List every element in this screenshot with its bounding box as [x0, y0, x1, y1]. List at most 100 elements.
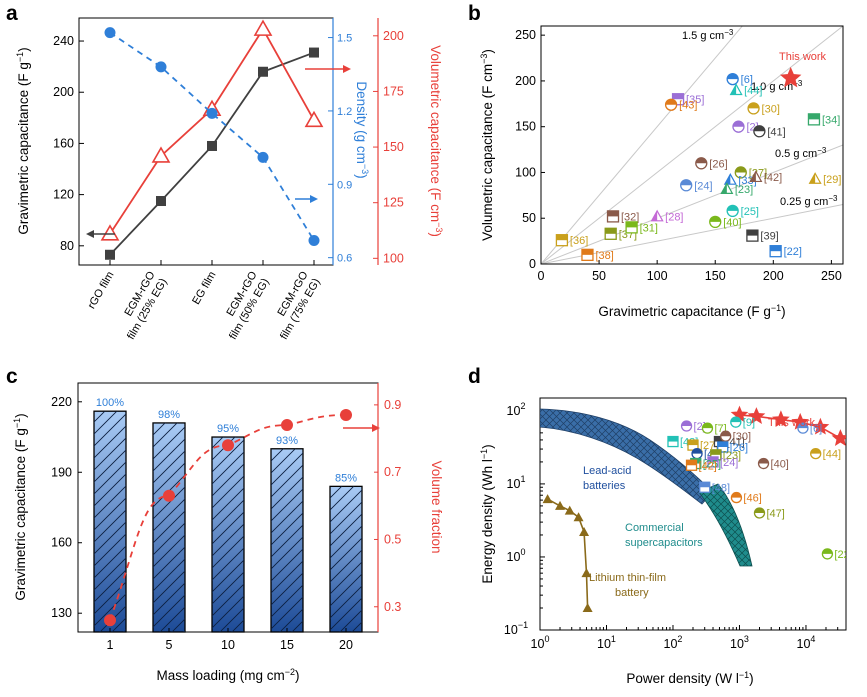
tick-exp: 1 — [520, 474, 525, 484]
data-point — [821, 548, 834, 560]
tick-base: 10 — [504, 623, 518, 637]
data-point — [726, 204, 739, 218]
data-point-fill — [731, 492, 742, 498]
point-label: [28] — [665, 211, 683, 223]
point-label: [26] — [709, 158, 727, 170]
data-point-fill — [665, 99, 677, 105]
bar-hatch — [330, 486, 362, 632]
data-point — [717, 441, 729, 453]
point-label: [22] — [834, 549, 852, 561]
tick-label: 100 — [383, 251, 404, 265]
data-point — [691, 447, 703, 460]
volume-fraction-series — [104, 408, 352, 627]
data-point — [555, 234, 569, 247]
category-label: rGO film — [86, 270, 117, 311]
data-point — [604, 227, 617, 240]
panel-letter-b: b — [468, 2, 481, 25]
data-point — [308, 235, 320, 247]
data-point-fill — [708, 456, 719, 462]
tick-exp: 4 — [810, 634, 815, 644]
data-point-fill — [822, 548, 833, 554]
plot-frame-a — [78, 17, 334, 266]
data-point-fill — [709, 216, 721, 222]
data-point — [340, 408, 352, 421]
data-point-fill — [810, 448, 821, 454]
tick-label: 1 — [107, 638, 114, 652]
data-point — [753, 507, 766, 519]
data-point — [104, 614, 116, 627]
data-point — [581, 568, 592, 578]
category-label: EG film — [190, 270, 218, 307]
data-point — [701, 422, 714, 434]
data-point-fill — [746, 230, 758, 236]
data-point — [707, 456, 719, 468]
data-point-fill — [730, 417, 741, 423]
point-label: [25] — [741, 206, 759, 218]
data-point-fill — [672, 93, 684, 100]
series-layer — [100, 19, 324, 260]
data-point — [257, 151, 269, 163]
data-point — [581, 248, 594, 261]
tick-label: 102 — [664, 634, 683, 651]
tick-label: 200 — [515, 74, 536, 88]
tick-label: 0.6 — [337, 253, 352, 265]
tick-label: 150 — [705, 269, 726, 283]
data-point-fill — [581, 249, 593, 255]
data-point-fill — [688, 440, 698, 446]
tick-exp: 2 — [677, 634, 682, 644]
point-label: [42] — [699, 460, 717, 472]
series-line-gravimetric — [109, 51, 315, 256]
point-label: [30] — [733, 431, 751, 443]
tick-label: 20 — [339, 638, 353, 652]
point-label: [24] — [720, 457, 738, 469]
tick-base: 10 — [797, 637, 811, 651]
gravimetric-ticks: 80 120 160 200 240 — [53, 34, 84, 253]
this-work-label-d: This work — [768, 417, 816, 429]
tick-label: 100 — [507, 547, 526, 564]
data-point — [625, 221, 638, 234]
density-label-1.0: 1.0 g cm−3 — [751, 79, 803, 93]
data-point-fill — [727, 73, 739, 80]
supercapacitor-region — [698, 483, 753, 567]
point-label: [40] — [771, 459, 789, 471]
point-label: [30] — [762, 103, 780, 115]
data-point — [732, 120, 745, 133]
panel-letter-a: a — [6, 2, 18, 25]
data-point — [100, 224, 120, 241]
ylabel-gravimetric-a: Gravimetric capacitance (F g−1) — [15, 47, 31, 234]
tick-exp: −1 — [518, 620, 528, 630]
tick-label: 240 — [53, 34, 74, 48]
density-ticks: 0.6 0.9 1.2 1.5 — [328, 18, 352, 265]
tick-label: 150 — [515, 120, 536, 134]
tick-base: 10 — [730, 637, 744, 651]
data-point — [720, 430, 732, 442]
tick-exp: 0 — [520, 547, 525, 557]
tick-label: 0.9 — [384, 398, 401, 412]
data-point-fill — [727, 205, 739, 211]
tick-label: 160 — [53, 136, 74, 150]
data-point-fill — [808, 113, 820, 120]
right-ticks-c: 0.3 0.5 0.7 0.9 — [374, 383, 401, 632]
data-point-fill — [770, 245, 782, 252]
data-point — [746, 229, 759, 242]
point-label: [22] — [784, 246, 802, 258]
data-point — [151, 146, 171, 163]
data-point — [105, 249, 115, 260]
tick-label: 15 — [280, 638, 294, 652]
tick-base: 10 — [531, 637, 545, 651]
category-line: EG film — [190, 270, 218, 307]
data-point — [156, 196, 166, 207]
bars-c: 100% 1 98% 5 95% 10 93% 15 85% 20 — [93, 397, 363, 652]
tick-label: 130 — [51, 606, 72, 620]
arrow-right-red-icon-c — [343, 424, 380, 432]
data-point — [680, 179, 693, 192]
data-point-fill — [680, 179, 692, 186]
data-point-fill — [754, 507, 765, 513]
data-point-fill — [748, 102, 760, 109]
data-point — [304, 110, 324, 128]
bar-label: 85% — [335, 472, 357, 484]
data-point — [747, 102, 760, 115]
data-point-fill — [607, 210, 619, 217]
data-point-fill — [717, 442, 728, 448]
